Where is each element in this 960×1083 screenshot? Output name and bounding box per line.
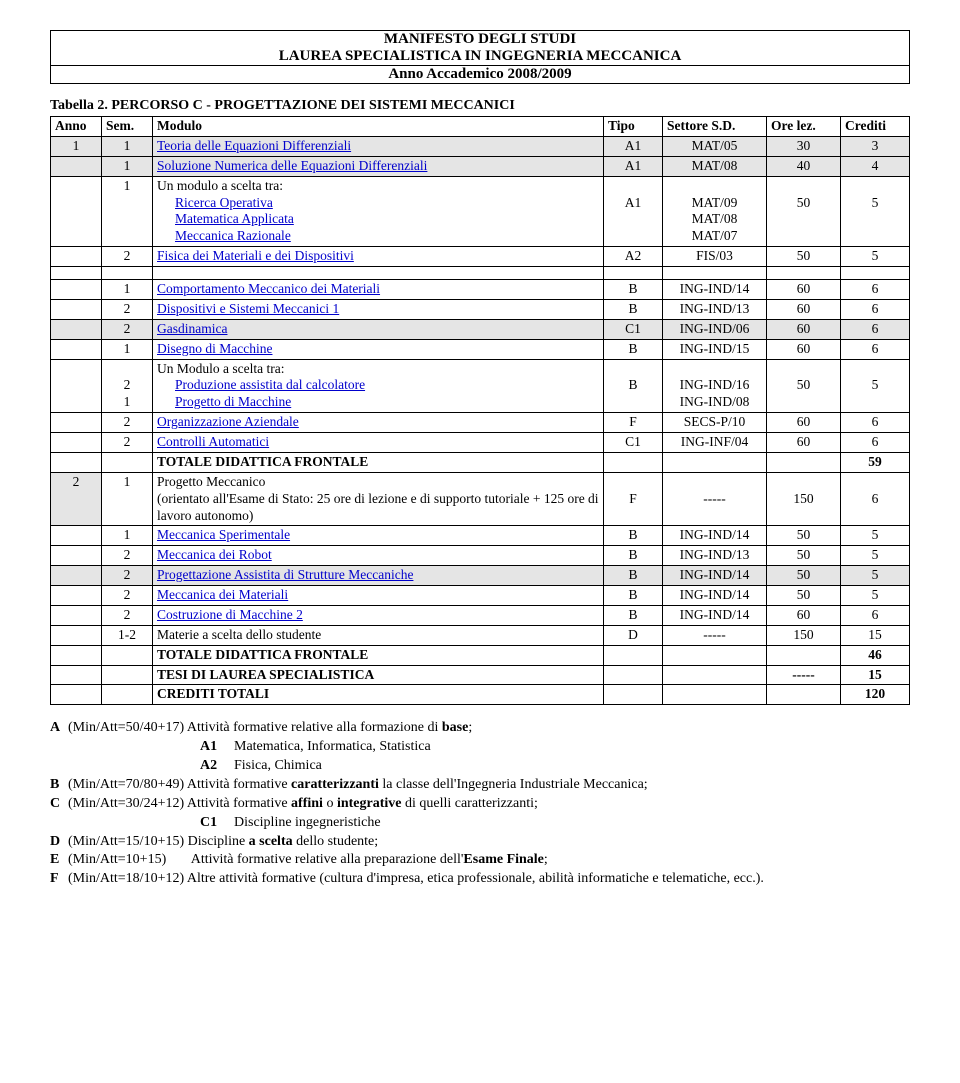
legend-a: A (Min/Att=50/40+17) Attività formative …	[50, 719, 910, 738]
header-box: MANIFESTO DEGLI STUDI LAUREA SPECIALISTI…	[50, 30, 910, 66]
curriculum-table: Anno Sem. Modulo Tipo Settore S.D. Ore l…	[50, 116, 910, 705]
module-link[interactable]: Produzione assistita dal calcolatore	[175, 377, 365, 392]
table-row-credtot: CREDITI TOTALI 120	[51, 685, 910, 705]
module-link[interactable]: Costruzione di Macchine 2	[157, 607, 303, 622]
legend-b: B (Min/Att=70/80+49) Attività formative …	[50, 776, 910, 795]
table-row: 2 Controlli Automatici C1 ING-INF/04 60 …	[51, 433, 910, 453]
table-row-tesi: TESI DI LAUREA SPECIALISTICA ----- 15	[51, 665, 910, 685]
col-modulo: Modulo	[153, 117, 604, 137]
table-row: 2 Costruzione di Macchine 2 B ING-IND/14…	[51, 605, 910, 625]
module-link[interactable]: Controlli Automatici	[157, 434, 269, 449]
table-row: 2 Meccanica dei Robot B ING-IND/13 50 5	[51, 546, 910, 566]
col-crediti: Crediti	[841, 117, 910, 137]
legend-a1: A1Matematica, Informatica, Statistica	[200, 738, 910, 757]
table-row: 2 Gasdinamica C1 ING-IND/06 60 6	[51, 319, 910, 339]
table-row: 1-2 Materie a scelta dello studente D --…	[51, 625, 910, 645]
legend-c1: C1Discipline ingegneristiche	[200, 814, 910, 833]
module-link[interactable]: Meccanica dei Materiali	[157, 587, 288, 602]
table-row: 2 Progettazione Assistita di Strutture M…	[51, 566, 910, 586]
module-link[interactable]: Progettazione Assistita di Strutture Mec…	[157, 567, 413, 582]
header-line-1: MANIFESTO DEGLI STUDI	[51, 31, 909, 48]
table-row: 1 Meccanica Sperimentale B ING-IND/14 50…	[51, 526, 910, 546]
legend-d: D (Min/Att=15/10+15) Discipline a scelta…	[50, 833, 910, 852]
module-link[interactable]: Soluzione Numerica delle Equazioni Diffe…	[157, 158, 427, 173]
module-link[interactable]: Dispositivi e Sistemi Meccanici 1	[157, 301, 339, 316]
table-row: 1 1 Teoria delle Equazioni Differenziali…	[51, 136, 910, 156]
module-link[interactable]: Meccanica Razionale	[175, 228, 291, 243]
legend-c: C (Min/Att=30/24+12) Attività formative …	[50, 795, 910, 814]
table-row: 1 Soluzione Numerica delle Equazioni Dif…	[51, 156, 910, 176]
col-settore: Settore S.D.	[663, 117, 767, 137]
table-header-row: Anno Sem. Modulo Tipo Settore S.D. Ore l…	[51, 117, 910, 137]
module-link[interactable]: Meccanica Sperimentale	[157, 527, 290, 542]
col-ore: Ore lez.	[767, 117, 841, 137]
table-row: 2 Organizzazione Aziendale F SECS-P/10 6…	[51, 413, 910, 433]
module-link[interactable]: Disegno di Macchine	[157, 341, 272, 356]
table-row: 1 Disegno di Macchine B ING-IND/15 60 6	[51, 339, 910, 359]
table-row: 1 Comportamento Meccanico dei Materiali …	[51, 280, 910, 300]
header-line-2: LAUREA SPECIALISTICA IN INGEGNERIA MECCA…	[51, 48, 909, 65]
legend-e: E (Min/Att=10+15) Attività formative rel…	[50, 851, 910, 870]
module-link[interactable]: Teoria delle Equazioni Differenziali	[157, 138, 351, 153]
legend: A (Min/Att=50/40+17) Attività formative …	[50, 719, 910, 889]
table-caption: Tabella 2. PERCORSO C - PROGETTAZIONE DE…	[50, 98, 910, 114]
table-row-total: TOTALE DIDATTICA FRONTALE 46	[51, 645, 910, 665]
module-link[interactable]: Matematica Applicata	[175, 211, 294, 226]
module-link[interactable]: Ricerca Operativa	[175, 195, 273, 210]
module-link[interactable]: Fisica dei Materiali e dei Dispositivi	[157, 248, 354, 263]
table-row: 2 1 Progetto Meccanico (orientato all'Es…	[51, 472, 910, 526]
col-sem: Sem.	[102, 117, 153, 137]
col-tipo: Tipo	[604, 117, 663, 137]
module-link[interactable]: Progetto di Macchine	[175, 394, 291, 409]
table-row-total: TOTALE DIDATTICA FRONTALE 59	[51, 452, 910, 472]
module-link[interactable]: Organizzazione Aziendale	[157, 414, 299, 429]
module-link[interactable]: Gasdinamica	[157, 321, 227, 336]
header-line-3: Anno Accademico 2008/2009	[50, 66, 910, 84]
table-row: 2 Fisica dei Materiali e dei Dispositivi…	[51, 247, 910, 267]
legend-f: F (Min/Att=18/10+12) Altre attività form…	[50, 870, 910, 889]
module-link[interactable]: Meccanica dei Robot	[157, 547, 272, 562]
table-row: 2 Meccanica dei Materiali B ING-IND/14 5…	[51, 586, 910, 606]
module-link[interactable]: Comportamento Meccanico dei Materiali	[157, 281, 380, 296]
col-anno: Anno	[51, 117, 102, 137]
table-row: 2 Dispositivi e Sistemi Meccanici 1 B IN…	[51, 299, 910, 319]
legend-a2: A2Fisica, Chimica	[200, 757, 910, 776]
table-row: 21 Un Modulo a scelta tra: Produzione as…	[51, 359, 910, 413]
spacer-row	[51, 267, 910, 280]
